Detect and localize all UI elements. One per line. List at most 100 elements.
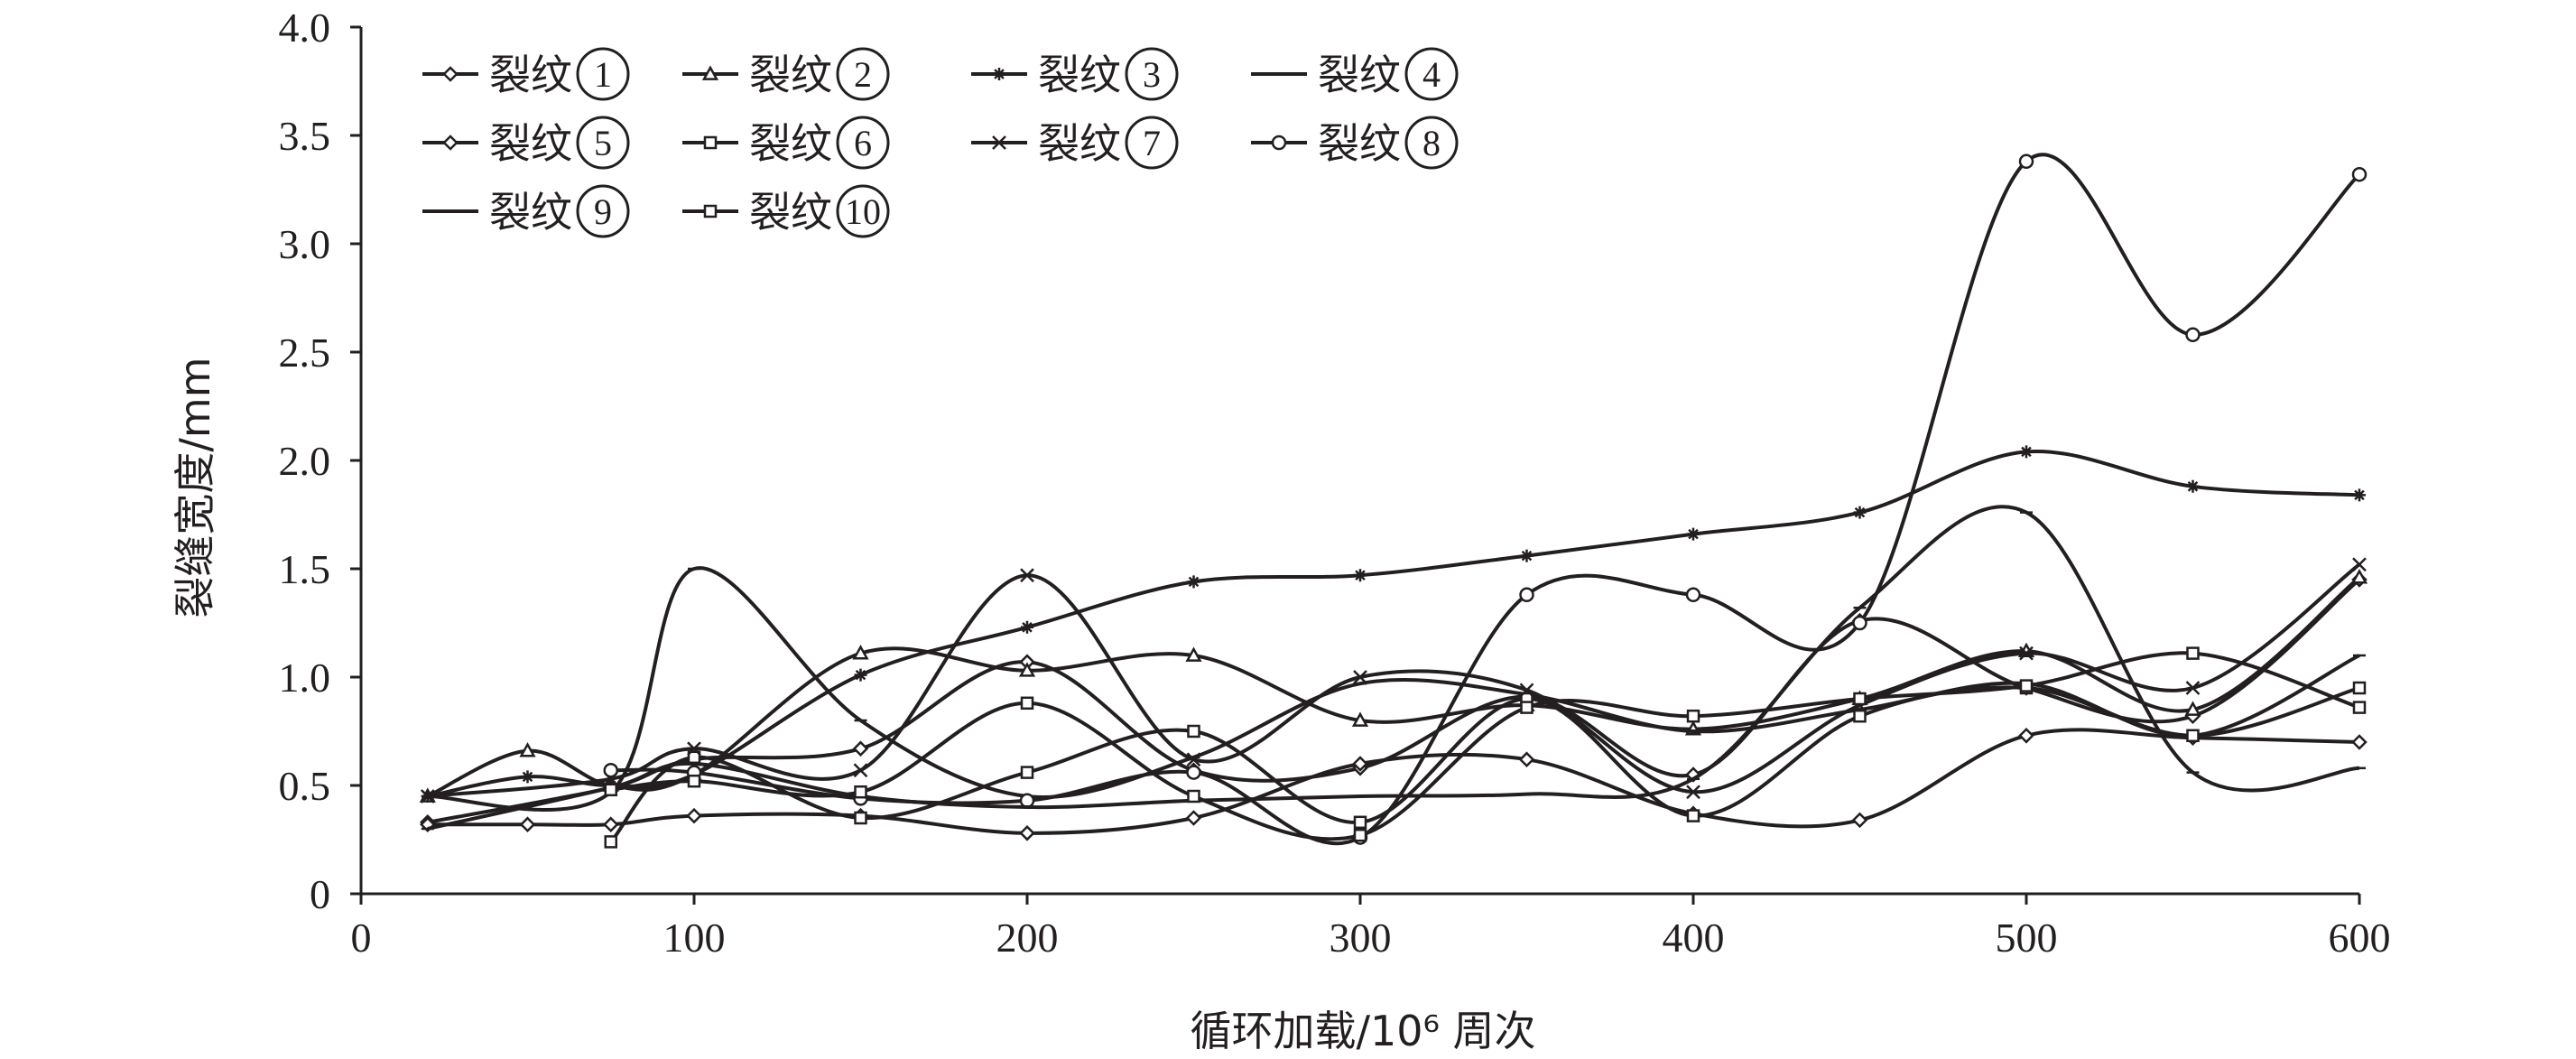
series-8-point: [1019, 793, 1035, 809]
series-5-point: [686, 807, 702, 824]
legend-label: 裂纹: [1318, 51, 1401, 99]
legend-number-circle: [1404, 47, 1459, 101]
series-10-point: [2186, 646, 2200, 660]
series-10-point: [1353, 828, 1367, 842]
y-axis-title: 裂缝宽度/mm: [171, 357, 219, 618]
y-tick-label: 3.5: [279, 113, 331, 159]
series-7-point: [2185, 681, 2201, 695]
legend: 裂纹 1 裂纹 2 裂纹 3 裂纹 4 裂纹 5 裂纹 6 裂纹 7 裂纹 8 裂纹 9 裂纹 10: [422, 47, 1459, 238]
series-7-point: [1353, 670, 1367, 684]
series-10-point: [1187, 789, 1200, 804]
series-6-point: [2352, 681, 2367, 695]
legend-marker: [703, 135, 718, 150]
series-5-point: [1352, 756, 1368, 772]
x-tick-label: 200: [996, 915, 1059, 961]
series-7-point: [1686, 785, 1700, 800]
series-10-point: [1520, 701, 1534, 714]
series-7-point: [2019, 646, 2034, 661]
legend-marker: [703, 204, 718, 218]
legend-label: 裂纹: [749, 119, 832, 168]
legend-number-circle: [836, 47, 890, 101]
legend-item-10: 裂纹 10: [682, 184, 890, 238]
series-5-point: [1185, 810, 1202, 826]
legend-number-circle: [1125, 47, 1179, 101]
series-6-point: [1353, 815, 1367, 830]
series-10: [604, 646, 2367, 842]
series-3-point: [1021, 620, 1033, 634]
series-7-point: [853, 763, 868, 778]
legend-number: 4: [1422, 54, 1441, 95]
series-10-point: [1853, 692, 1867, 706]
series-5-point: [519, 816, 536, 832]
series-5-point: [1518, 751, 1535, 767]
series-10-line: [610, 651, 2360, 841]
series-8-point: [1685, 587, 1701, 603]
series-3-point: [1354, 569, 1367, 582]
x-axis-title: 循环加载/10⁶ 周次: [1190, 1007, 1535, 1055]
series-3: [421, 445, 2366, 803]
legend-number: 8: [1422, 123, 1441, 163]
series-7-point: [1186, 752, 1201, 767]
series-8-point: [2185, 327, 2201, 343]
series-2-point: [1018, 662, 1036, 677]
y-tick-label: 2.0: [279, 438, 331, 484]
legend-number-circle: [1404, 116, 1459, 170]
legend-item-3: 裂纹 3: [971, 47, 1179, 101]
series-6-point: [854, 811, 867, 825]
x-tick-label: 300: [1330, 915, 1392, 961]
legend-label: 裂纹: [749, 51, 832, 99]
legend-number: 2: [854, 54, 872, 95]
series-2-point: [1351, 711, 1369, 727]
y-tick-label: 0: [310, 871, 330, 917]
series-5-point: [2351, 734, 2368, 750]
legend-number-circle: [576, 116, 630, 170]
y-tick-label: 1.0: [279, 655, 331, 701]
series-8: [603, 153, 2368, 846]
series-3-point: [854, 668, 867, 682]
legend-label: 裂纹: [1038, 51, 1121, 99]
series-3-point: [2020, 445, 2033, 459]
series-1: [420, 571, 2368, 831]
series-7-point: [1519, 683, 1534, 698]
series-layer: [419, 153, 2368, 849]
series-3-point: [521, 770, 534, 784]
series-5-point: [1019, 825, 1035, 841]
series-5-point: [2018, 728, 2034, 744]
legend-marker: [701, 65, 719, 80]
legend-number: 3: [1143, 54, 1161, 95]
series-3-point: [1187, 575, 1200, 589]
legend-label: 裂纹: [1038, 119, 1121, 168]
series-10-point: [854, 785, 867, 799]
series-2-point: [2350, 569, 2368, 584]
x-tick-label: 0: [351, 915, 372, 961]
y-tick-label: 2.5: [279, 330, 331, 376]
series-2-point: [852, 645, 869, 660]
legend-item-7: 裂纹 7: [971, 116, 1179, 170]
y-tick-label: 1.5: [279, 546, 331, 592]
legend-marker: [993, 68, 1005, 80]
legend-number: 6: [854, 123, 872, 163]
series-5-point: [1851, 812, 1868, 829]
series-3-point: [1687, 527, 1700, 541]
legend-marker: [442, 66, 459, 82]
series-3-point: [2353, 488, 2366, 502]
x-tick-label: 500: [1996, 915, 2058, 961]
series-7-point: [687, 741, 701, 757]
legend-marker: [992, 135, 1006, 150]
series-6-point: [1686, 809, 1700, 822]
y-tick-label: 3.0: [279, 221, 331, 267]
series-3-point: [1520, 549, 1534, 562]
series-8-point: [1186, 765, 1201, 780]
series-7-point: [420, 789, 435, 804]
x-tick-label: 600: [2329, 915, 2391, 961]
legend-item-5: 裂纹 5: [422, 116, 630, 170]
y-tick-label: 4.0: [279, 5, 331, 51]
series-8-point: [603, 762, 618, 778]
series-6-point: [1020, 766, 1034, 779]
series-8-point: [2351, 166, 2368, 182]
x-tick-label: 100: [663, 915, 726, 961]
series-4-line: [427, 566, 2360, 812]
series-3-line: [427, 449, 2360, 798]
series-7-point: [1020, 568, 1034, 583]
